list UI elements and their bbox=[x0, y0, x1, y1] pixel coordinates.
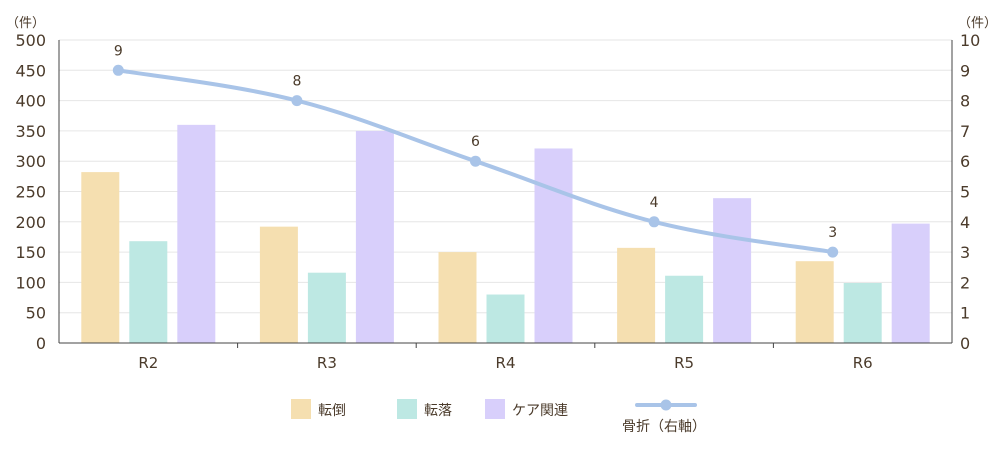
y-right-tick-label: 4 bbox=[960, 213, 970, 232]
legend-label-0: 転倒 bbox=[318, 403, 346, 419]
fracture-point bbox=[827, 246, 839, 258]
y-left-tick-label: 350 bbox=[15, 122, 46, 141]
y-right-tick-label: 6 bbox=[960, 152, 970, 171]
axes bbox=[58, 40, 953, 348]
legend-label-2: ケア関連 bbox=[512, 403, 568, 419]
y-left-tick-label: 300 bbox=[15, 152, 46, 171]
y-right-tick-label: 9 bbox=[960, 61, 970, 80]
y-left-unit: （件） bbox=[6, 16, 45, 31]
x-tick-label: R5 bbox=[674, 354, 694, 372]
fracture-data-label: 8 bbox=[292, 74, 301, 90]
fracture-data-label: 3 bbox=[828, 225, 837, 241]
bar-2 bbox=[534, 148, 573, 343]
y-right-tick-label: 2 bbox=[960, 273, 970, 292]
y-left-tick-label: 50 bbox=[26, 304, 46, 323]
y-right-tick-label: 0 bbox=[960, 334, 970, 353]
y-left-tick-label: 250 bbox=[15, 183, 46, 202]
fracture-point bbox=[112, 64, 124, 76]
fracture-point bbox=[648, 216, 660, 228]
bar-2 bbox=[177, 124, 216, 343]
legend-swatch-2 bbox=[485, 399, 505, 419]
y-right-tick-label: 3 bbox=[960, 243, 970, 262]
y-left-tick-label: 200 bbox=[15, 213, 46, 232]
legend-label-line: 骨折（右軸） bbox=[622, 419, 706, 435]
fracture-data-label: 4 bbox=[650, 195, 659, 211]
bar-1 bbox=[307, 272, 346, 343]
bar-1 bbox=[843, 283, 882, 343]
bar-2 bbox=[713, 198, 752, 343]
bar-1 bbox=[486, 294, 525, 343]
x-tick-label: R6 bbox=[853, 354, 873, 372]
bar-0 bbox=[617, 247, 656, 343]
y-right-tick-label: 10 bbox=[960, 31, 980, 50]
legend-label-1: 転落 bbox=[424, 403, 452, 419]
x-tick-label: R3 bbox=[317, 354, 337, 372]
y-right-unit: （件） bbox=[958, 16, 997, 31]
legend-swatch-0 bbox=[291, 399, 311, 419]
bar-1 bbox=[129, 241, 168, 343]
fracture-line: 9 8 6 4 3 bbox=[112, 43, 839, 258]
x-tick-label: R4 bbox=[496, 354, 516, 372]
bar-2 bbox=[355, 130, 394, 343]
fracture-data-label: 6 bbox=[471, 134, 480, 150]
bar-0 bbox=[438, 252, 477, 343]
x-tick-label: R2 bbox=[138, 354, 158, 372]
bar-0 bbox=[795, 261, 834, 343]
legend-swatch-1 bbox=[397, 399, 417, 419]
y-left-tick-label: 400 bbox=[15, 92, 46, 111]
y-right-tick-label: 1 bbox=[960, 304, 970, 323]
y-right-tick-label: 8 bbox=[960, 92, 970, 111]
fracture-data-label: 9 bbox=[114, 43, 123, 59]
y-right-tick-label: 5 bbox=[960, 183, 970, 202]
bar-2 bbox=[891, 223, 930, 343]
y-left-tick-label: 500 bbox=[15, 31, 46, 50]
y-left-tick-label: 100 bbox=[15, 273, 46, 292]
y-left-tick-label: 150 bbox=[15, 243, 46, 262]
y-right-tick-label: 7 bbox=[960, 122, 970, 141]
tick-labels: 0501001502002503003504004505000123456789… bbox=[6, 16, 997, 372]
y-left-tick-label: 0 bbox=[36, 334, 46, 353]
bar-0 bbox=[81, 172, 120, 343]
bars bbox=[81, 124, 930, 343]
bar-1 bbox=[665, 275, 704, 343]
fracture-point bbox=[291, 95, 303, 107]
fracture-point bbox=[470, 155, 481, 167]
y-left-tick-label: 450 bbox=[15, 61, 46, 80]
bar-0 bbox=[259, 226, 298, 343]
legend-line-marker bbox=[660, 399, 672, 411]
